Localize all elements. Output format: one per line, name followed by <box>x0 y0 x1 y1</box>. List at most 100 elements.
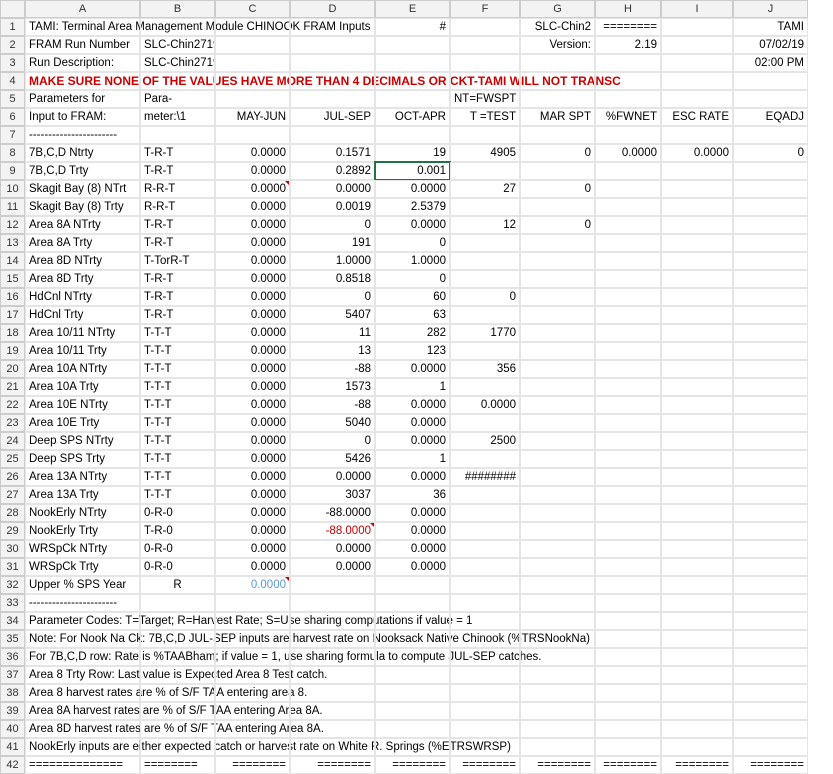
cell-A26[interactable]: Area 13A NTrty <box>25 468 140 486</box>
cell-H36[interactable] <box>595 648 661 666</box>
cell-B37[interactable] <box>140 666 215 684</box>
cell-C11[interactable]: 0.0000 <box>215 198 290 216</box>
cell-I20[interactable] <box>661 360 733 378</box>
cell-C34[interactable] <box>215 612 290 630</box>
cell-B33[interactable] <box>140 594 215 612</box>
cell-B13[interactable]: T-R-T <box>140 234 215 252</box>
row-header-37[interactable]: 37 <box>0 666 25 684</box>
column-header-C[interactable]: C <box>215 0 290 18</box>
cell-H12[interactable] <box>595 216 661 234</box>
column-header-E[interactable]: E <box>375 0 450 18</box>
cell-E9[interactable]: 0.001 <box>375 162 450 180</box>
cell-E25[interactable]: 1 <box>375 450 450 468</box>
cell-C41[interactable] <box>215 738 290 756</box>
spreadsheet-grid[interactable]: ABCDEFGHIJ1TAMI: Terminal Area Managemen… <box>0 0 833 774</box>
cell-G12[interactable]: 0 <box>520 216 595 234</box>
cell-J6[interactable]: EQADJ <box>733 108 808 126</box>
cell-I13[interactable] <box>661 234 733 252</box>
cell-J15[interactable] <box>733 270 808 288</box>
cell-D21[interactable]: 1573 <box>290 378 375 396</box>
row-header-32[interactable]: 32 <box>0 576 25 594</box>
column-header-I[interactable]: I <box>661 0 733 18</box>
cell-F35[interactable] <box>450 630 520 648</box>
cell-H41[interactable] <box>595 738 661 756</box>
row-header-12[interactable]: 12 <box>0 216 25 234</box>
cell-E34[interactable] <box>375 612 450 630</box>
cell-D8[interactable]: 0.1571 <box>290 144 375 162</box>
cell-A29[interactable]: NookErly Trty <box>25 522 140 540</box>
row-header-15[interactable]: 15 <box>0 270 25 288</box>
cell-D34[interactable] <box>290 612 375 630</box>
row-header-13[interactable]: 13 <box>0 234 25 252</box>
cell-I28[interactable] <box>661 504 733 522</box>
cell-I40[interactable] <box>661 720 733 738</box>
cell-E20[interactable]: 0.0000 <box>375 360 450 378</box>
row-header-19[interactable]: 19 <box>0 342 25 360</box>
comment-indicator-icon[interactable] <box>285 181 289 185</box>
cell-B28[interactable]: 0-R-0 <box>140 504 215 522</box>
cell-A34[interactable]: Parameter Codes: T=Target; R=Harvest Rat… <box>25 612 140 630</box>
cell-G6[interactable]: MAR SPT <box>520 108 595 126</box>
cell-H3[interactable] <box>595 54 661 72</box>
cell-C5[interactable] <box>215 90 290 108</box>
row-header-23[interactable]: 23 <box>0 414 25 432</box>
cell-D38[interactable] <box>290 684 375 702</box>
cell-J16[interactable] <box>733 288 808 306</box>
cell-D2[interactable] <box>290 36 375 54</box>
cell-G37[interactable] <box>520 666 595 684</box>
row-header-6[interactable]: 6 <box>0 108 25 126</box>
cell-B11[interactable]: R-R-T <box>140 198 215 216</box>
cell-E29[interactable]: 0.0000 <box>375 522 450 540</box>
cell-A35[interactable]: Note: For Nook Na Ck: 7B,C,D JUL-SEP inp… <box>25 630 140 648</box>
cell-G31[interactable] <box>520 558 595 576</box>
cell-D42[interactable]: ======== <box>290 756 375 774</box>
cell-G21[interactable] <box>520 378 595 396</box>
row-header-11[interactable]: 11 <box>0 198 25 216</box>
cell-G40[interactable] <box>520 720 595 738</box>
cell-E23[interactable]: 0.0000 <box>375 414 450 432</box>
cell-I39[interactable] <box>661 702 733 720</box>
comment-indicator-icon[interactable] <box>370 523 374 527</box>
cell-D12[interactable]: 0 <box>290 216 375 234</box>
cell-J5[interactable] <box>733 90 808 108</box>
cell-F25[interactable] <box>450 450 520 468</box>
cell-D17[interactable]: 5407 <box>290 306 375 324</box>
cell-E6[interactable]: OCT-APR <box>375 108 450 126</box>
cell-J38[interactable] <box>733 684 808 702</box>
cell-G30[interactable] <box>520 540 595 558</box>
cell-H29[interactable] <box>595 522 661 540</box>
cell-H34[interactable] <box>595 612 661 630</box>
row-header-28[interactable]: 28 <box>0 504 25 522</box>
cell-A30[interactable]: WRSpCk NTrty <box>25 540 140 558</box>
cell-B16[interactable]: T-R-T <box>140 288 215 306</box>
cell-D19[interactable]: 13 <box>290 342 375 360</box>
cell-C22[interactable]: 0.0000 <box>215 396 290 414</box>
cell-F15[interactable] <box>450 270 520 288</box>
cell-G16[interactable] <box>520 288 595 306</box>
cell-A32[interactable]: Upper % SPS Year <box>25 576 140 594</box>
cell-I24[interactable] <box>661 432 733 450</box>
row-header-36[interactable]: 36 <box>0 648 25 666</box>
cell-D37[interactable] <box>290 666 375 684</box>
cell-C4[interactable] <box>215 72 290 90</box>
cell-D13[interactable]: 191 <box>290 234 375 252</box>
cell-E27[interactable]: 36 <box>375 486 450 504</box>
cell-E14[interactable]: 1.0000 <box>375 252 450 270</box>
cell-H38[interactable] <box>595 684 661 702</box>
cell-D3[interactable] <box>290 54 375 72</box>
cell-H7[interactable] <box>595 126 661 144</box>
cell-E17[interactable]: 63 <box>375 306 450 324</box>
cell-C27[interactable]: 0.0000 <box>215 486 290 504</box>
cell-G8[interactable]: 0 <box>520 144 595 162</box>
cell-B38[interactable] <box>140 684 215 702</box>
cell-H31[interactable] <box>595 558 661 576</box>
cell-B2[interactable]: SLC-Chin2719 <box>140 36 215 54</box>
cell-D6[interactable]: JUL-SEP <box>290 108 375 126</box>
cell-D29[interactable]: -88.0000 <box>290 522 375 540</box>
cell-B4[interactable] <box>140 72 215 90</box>
cell-G42[interactable]: ======== <box>520 756 595 774</box>
cell-G1[interactable]: SLC-Chin2 <box>520 18 595 36</box>
cell-J2[interactable]: 07/02/19 <box>733 36 808 54</box>
cell-C30[interactable]: 0.0000 <box>215 540 290 558</box>
cell-G33[interactable] <box>520 594 595 612</box>
